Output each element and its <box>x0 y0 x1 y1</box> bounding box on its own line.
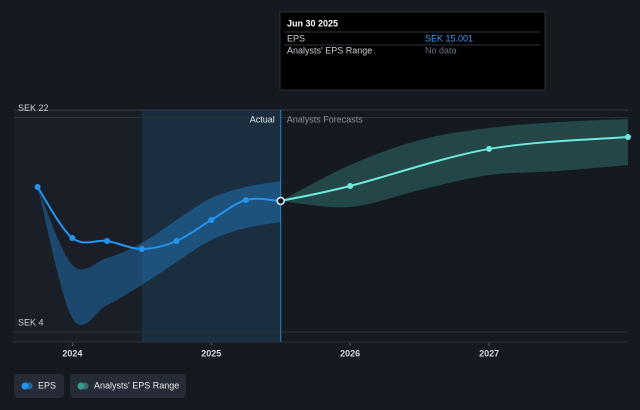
legend-button[interactable] <box>70 374 186 398</box>
legend-swatch <box>81 382 89 390</box>
eps-point <box>173 237 180 244</box>
eps-point <box>347 182 354 189</box>
x-tick-label: 2025 <box>201 348 221 358</box>
legend: EPS Analysts' EPS Range <box>14 374 186 398</box>
forecast-label: Analysts Forecasts <box>287 114 364 124</box>
legend-label: Analysts' EPS Range <box>94 380 179 390</box>
actual-label: Actual <box>250 114 275 124</box>
x-tick-label: 2024 <box>62 348 82 358</box>
tooltip-label: EPS <box>287 33 305 43</box>
eps-point <box>276 196 285 206</box>
eps-point <box>138 245 145 252</box>
x-tick-label: 2026 <box>340 348 360 358</box>
plot-area: SEK 4 SEK 22 2024 2025 2026 2027 Actual Analyst… <box>14 103 631 358</box>
tooltip-box <box>279 11 546 91</box>
y-tick-label: SEK 22 <box>18 103 49 113</box>
eps-point <box>208 217 215 224</box>
highlight-region <box>141 110 281 342</box>
tooltip-label: Analysts' EPS Range <box>287 45 372 55</box>
actual-region <box>14 110 281 342</box>
eps-point <box>69 235 76 242</box>
eps-point <box>486 145 493 152</box>
range-band <box>37 180 281 325</box>
eps-point <box>104 237 111 244</box>
legend-button[interactable] <box>14 374 64 398</box>
eps-point <box>34 184 41 191</box>
y-tick-label: SEK 4 <box>18 317 44 327</box>
legend-swatch <box>25 382 33 390</box>
eps-line <box>36 186 281 250</box>
eps-line <box>280 136 629 202</box>
x-tick-label: 2027 <box>479 348 499 358</box>
eps-point <box>625 134 631 141</box>
tooltip-title: Jun 30 2025 <box>287 18 338 28</box>
eps-point <box>242 197 249 204</box>
tooltip: Jun 30 2025 EPS SEK 15.001 Analysts' EPS… <box>279 11 546 91</box>
range-band <box>280 119 628 208</box>
tooltip-value: SEK 15.001 <box>425 33 473 43</box>
tooltip-value: No data <box>425 45 457 55</box>
legend-label: EPS <box>38 380 56 390</box>
